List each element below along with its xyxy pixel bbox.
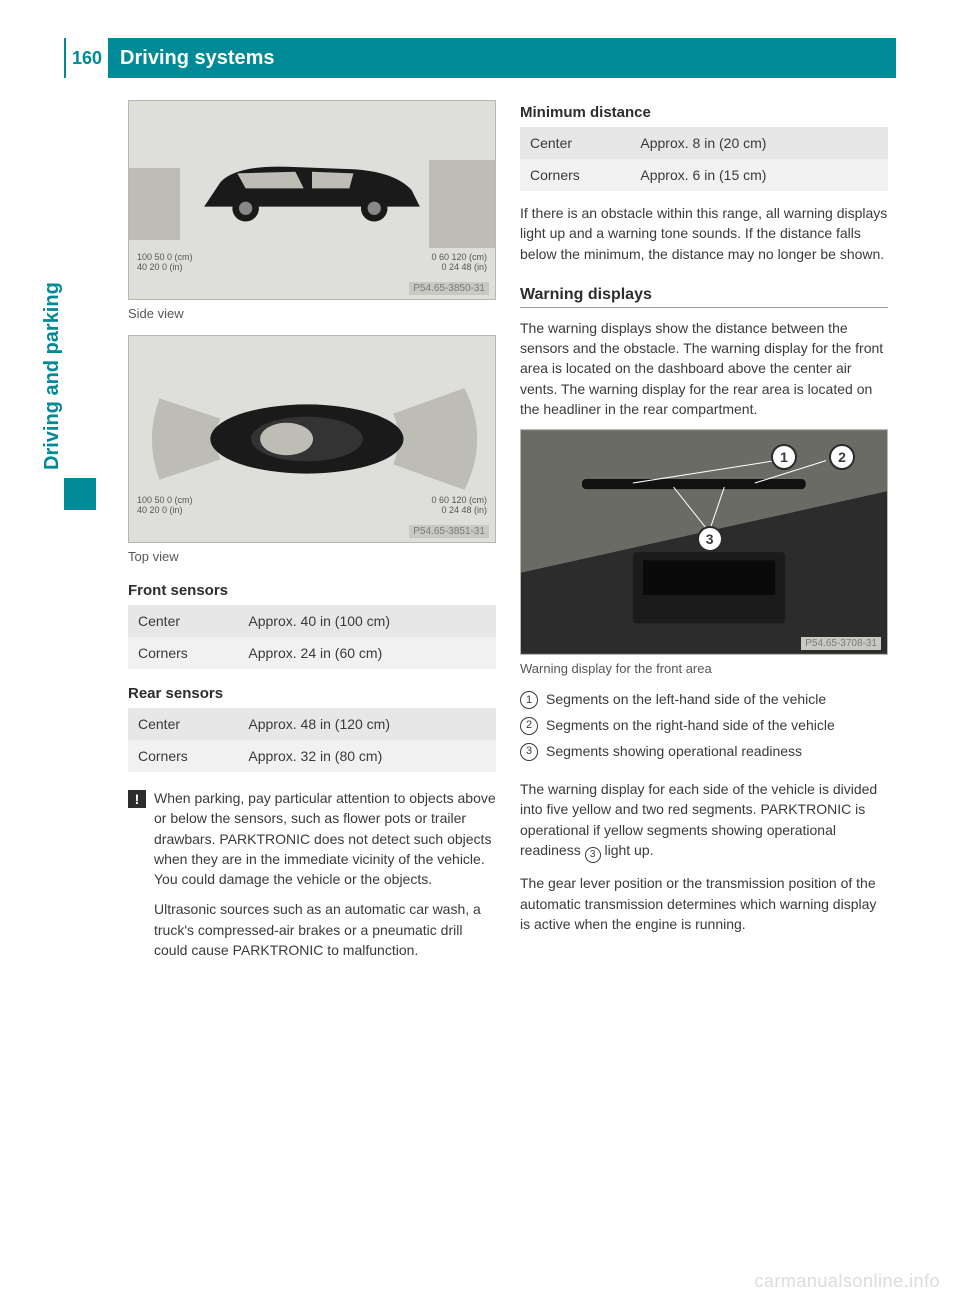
table-row: CenterApprox. 48 in (120 cm) bbox=[128, 708, 496, 740]
callout-text: Segments on the right-hand side of the v… bbox=[546, 716, 835, 736]
warning-icon: ! bbox=[128, 790, 146, 808]
left-column: 100 50 0 (cm)40 20 0 (in) 0 60 120 (cm)0… bbox=[128, 100, 496, 1242]
note-body: When parking, pay particular attention t… bbox=[154, 788, 496, 970]
figure-caption: Warning display for the front area bbox=[520, 661, 888, 676]
figure-ref: P54.65-3708-31 bbox=[801, 637, 881, 650]
cell-label: Corners bbox=[520, 159, 630, 191]
list-item: 3 Segments showing operational readiness bbox=[520, 742, 888, 762]
content-columns: 100 50 0 (cm)40 20 0 (in) 0 60 120 (cm)0… bbox=[128, 100, 888, 1242]
figure-top-view: 100 50 0 (cm)40 20 0 (in) 0 60 120 (cm)0… bbox=[128, 335, 496, 543]
text-span: The warning display for each side of the… bbox=[520, 781, 877, 858]
list-item: 1 Segments on the left-hand side of the v… bbox=[520, 690, 888, 710]
table-row: CornersApprox. 6 in (15 cm) bbox=[520, 159, 888, 191]
warning-note: ! When parking, pay particular attention… bbox=[128, 788, 496, 970]
scale-row: 100 50 0 (cm)40 20 0 (in) 0 60 120 (cm)0… bbox=[137, 253, 487, 277]
note-paragraph: When parking, pay particular attention t… bbox=[154, 788, 496, 889]
cell-label: Center bbox=[520, 127, 630, 159]
page-header: 160 Driving systems bbox=[64, 38, 896, 78]
scale-text: 0 24 48 (in) bbox=[431, 506, 487, 516]
figure-dash: 1 2 3 P54.65-3708-31 bbox=[520, 429, 888, 655]
header-title: Driving systems bbox=[120, 47, 275, 70]
scale-text: 40 20 0 (in) bbox=[137, 506, 193, 516]
right-column: Minimum distance CenterApprox. 8 in (20 … bbox=[520, 100, 888, 1242]
cell-label: Center bbox=[128, 605, 238, 637]
car-side-icon bbox=[188, 143, 437, 238]
scale-text: 0 24 48 (in) bbox=[431, 263, 487, 273]
cell-value: Approx. 8 in (20 cm) bbox=[630, 127, 888, 159]
min-distance-text: If there is an obstacle within this rang… bbox=[520, 203, 888, 264]
figure-side-view: 100 50 0 (cm)40 20 0 (in) 0 60 120 (cm)0… bbox=[128, 100, 496, 300]
rear-sensors-title: Rear sensors bbox=[128, 685, 496, 702]
callout-num-1: 1 bbox=[520, 691, 538, 709]
table-row: CornersApprox. 32 in (80 cm) bbox=[128, 740, 496, 772]
cell-value: Approx. 40 in (100 cm) bbox=[238, 605, 496, 637]
text-span: light up. bbox=[601, 842, 654, 858]
list-item: 2 Segments on the right-hand side of the … bbox=[520, 716, 888, 736]
table-row: CenterApprox. 40 in (100 cm) bbox=[128, 605, 496, 637]
section-tab-marker bbox=[64, 478, 96, 510]
callout-num-2: 2 bbox=[520, 717, 538, 735]
cell-value: Approx. 24 in (60 cm) bbox=[238, 637, 496, 669]
callout-num-3: 3 bbox=[520, 743, 538, 761]
cell-value: Approx. 6 in (15 cm) bbox=[630, 159, 888, 191]
table-row: CenterApprox. 8 in (20 cm) bbox=[520, 127, 888, 159]
inline-callout-3: 3 bbox=[585, 847, 601, 863]
cell-value: Approx. 32 in (80 cm) bbox=[238, 740, 496, 772]
closing-para-2: The gear lever position or the transmiss… bbox=[520, 873, 888, 934]
cell-label: Corners bbox=[128, 637, 238, 669]
figure-caption: Side view bbox=[128, 306, 496, 321]
scale-row: 100 50 0 (cm)40 20 0 (in) 0 60 120 (cm)0… bbox=[137, 496, 487, 520]
front-sensors-title: Front sensors bbox=[128, 582, 496, 599]
cell-value: Approx. 48 in (120 cm) bbox=[238, 708, 496, 740]
section-tab: Driving and parking bbox=[64, 230, 96, 510]
figure-caption: Top view bbox=[128, 549, 496, 564]
figure-ref: P54.65-3851-31 bbox=[409, 525, 489, 538]
warning-displays-intro: The warning displays show the distance b… bbox=[520, 318, 888, 419]
scale-text: 40 20 0 (in) bbox=[137, 263, 193, 273]
rear-sensors-table: CenterApprox. 48 in (120 cm) CornersAppr… bbox=[128, 708, 496, 772]
cell-label: Corners bbox=[128, 740, 238, 772]
min-distance-table: CenterApprox. 8 in (20 cm) CornersApprox… bbox=[520, 127, 888, 191]
callout-marker-3: 3 bbox=[697, 526, 723, 552]
callout-text: Segments showing operational readiness bbox=[546, 742, 802, 762]
callout-text: Segments on the left-hand side of the ve… bbox=[546, 690, 826, 710]
section-tab-label: Driving and parking bbox=[41, 230, 64, 470]
min-distance-title: Minimum distance bbox=[520, 104, 888, 121]
cell-label: Center bbox=[128, 708, 238, 740]
note-paragraph: Ultrasonic sources such as an automatic … bbox=[154, 899, 496, 960]
table-row: CornersApprox. 24 in (60 cm) bbox=[128, 637, 496, 669]
front-sensors-table: CenterApprox. 40 in (100 cm) CornersAppr… bbox=[128, 605, 496, 669]
page-number: 160 bbox=[66, 38, 108, 78]
manual-page: 160 Driving systems Driving and parking … bbox=[0, 0, 960, 1302]
warning-displays-title: Warning displays bbox=[520, 286, 888, 308]
watermark: carmanualsonline.info bbox=[754, 1271, 940, 1292]
figure-ref: P54.65-3850-31 bbox=[409, 282, 489, 295]
closing-para-1: The warning display for each side of the… bbox=[520, 779, 888, 863]
callout-list: 1 Segments on the left-hand side of the v… bbox=[520, 690, 888, 767]
